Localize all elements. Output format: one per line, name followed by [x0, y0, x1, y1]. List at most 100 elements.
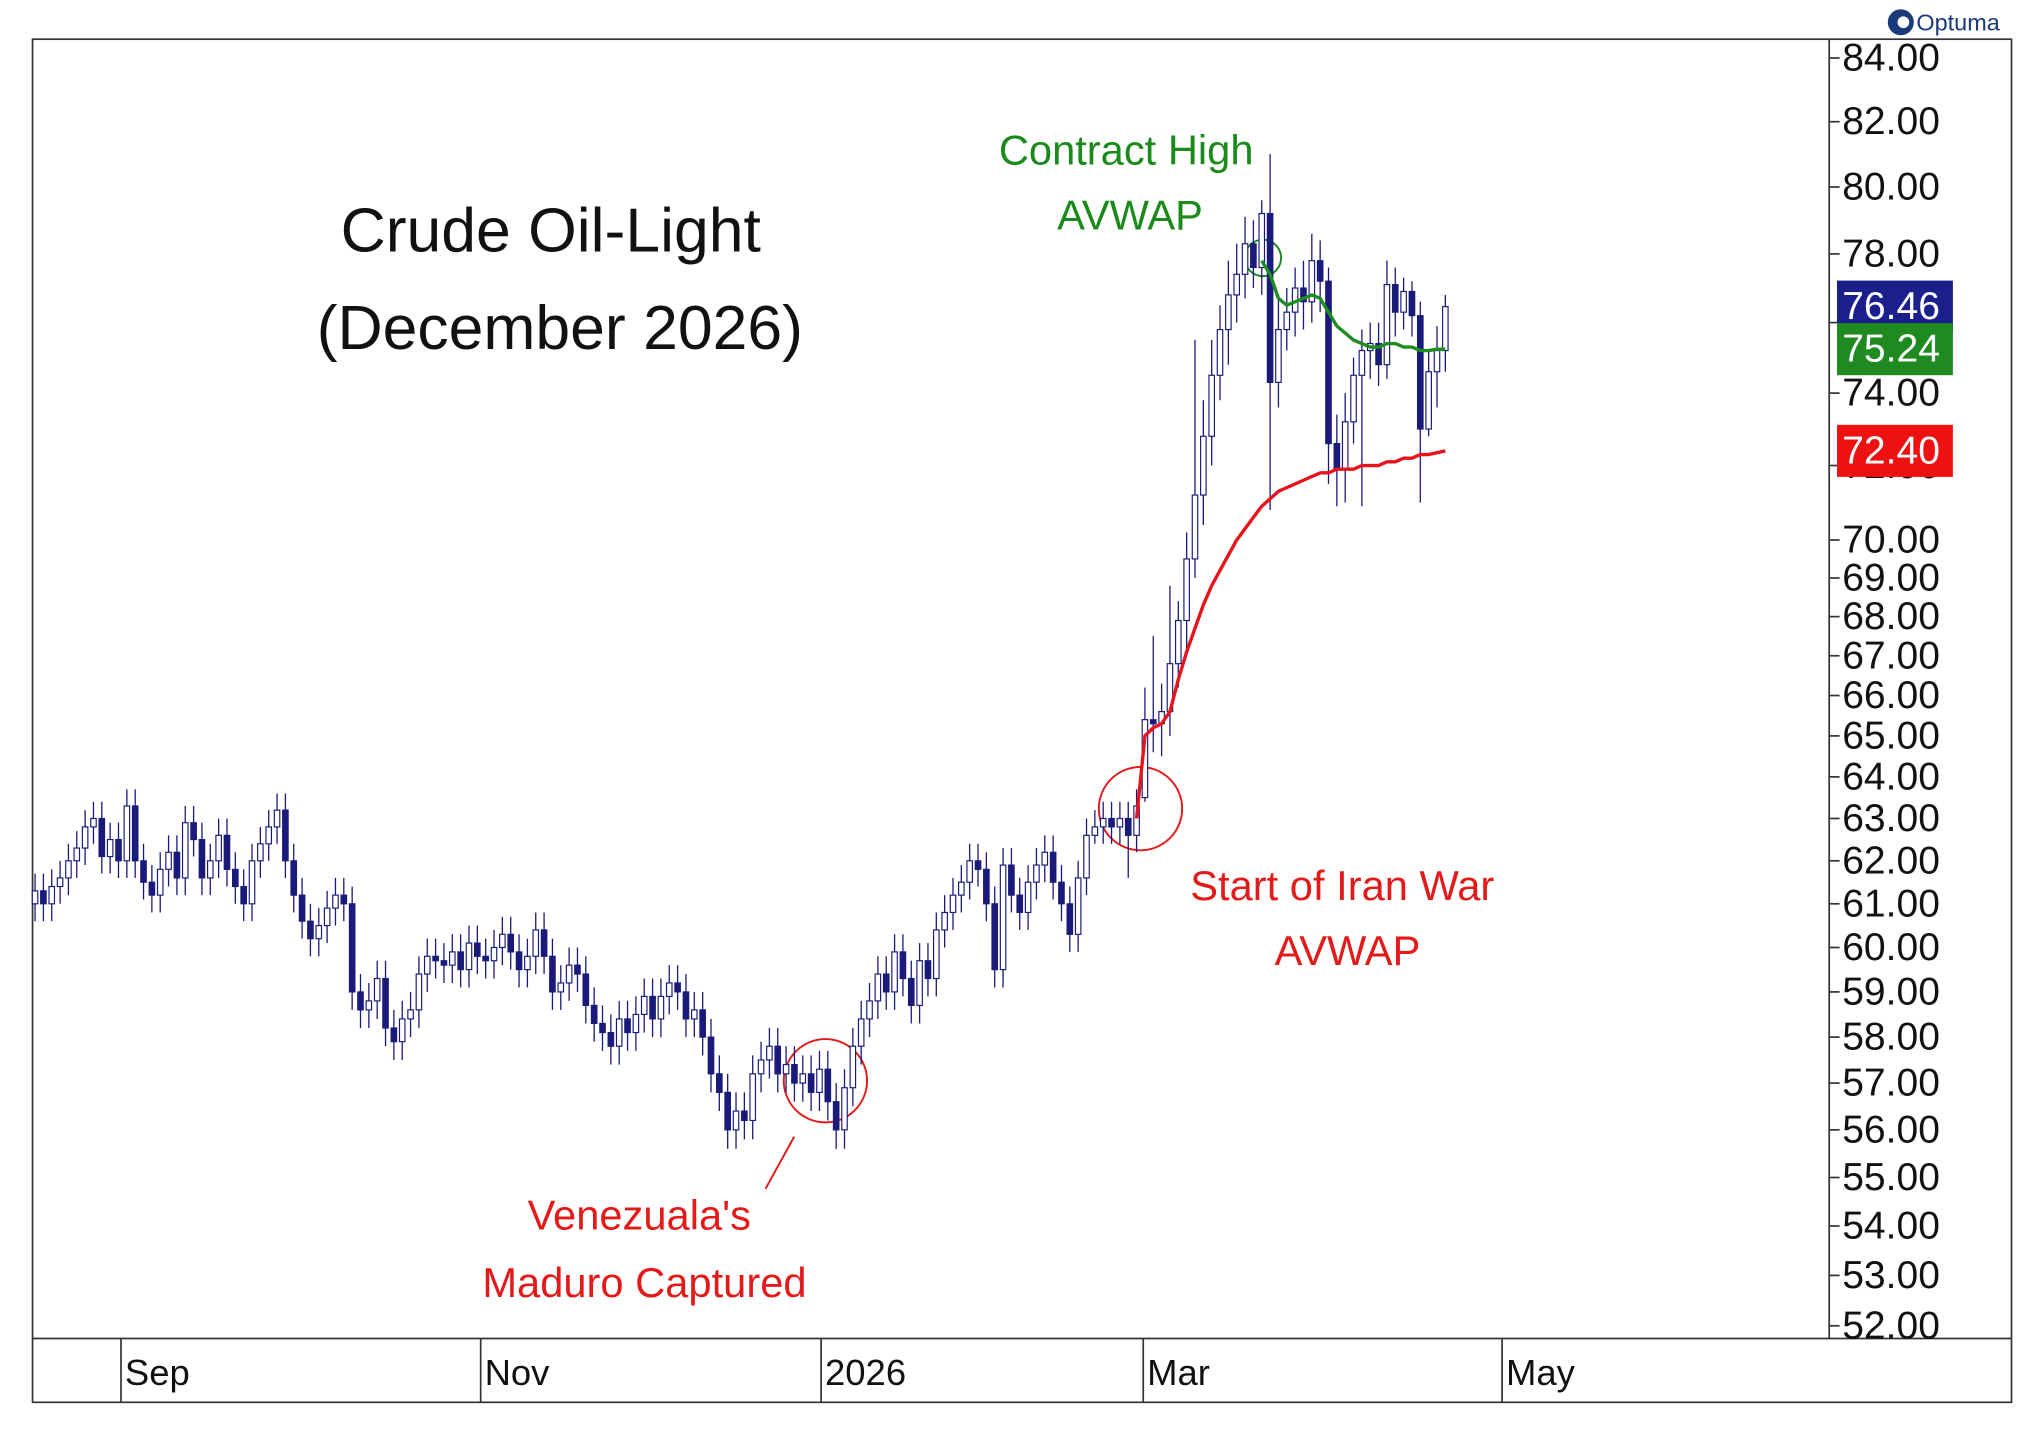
candle-body [1191, 494, 1199, 560]
candle-body [624, 1018, 631, 1034]
candle-body [98, 817, 106, 858]
candle-body [415, 973, 423, 1011]
candle-body [799, 1073, 807, 1084]
candle-body [991, 903, 999, 971]
x-tick-label: Mar [1147, 1352, 1210, 1393]
candle-body [398, 1018, 406, 1043]
annotation-text: AVWAP [1057, 191, 1203, 238]
annotation-text: AVWAP [1275, 927, 1421, 974]
chart-title: Crude Oil-Light [341, 196, 761, 266]
candle-body [457, 951, 464, 971]
candle-body [474, 942, 481, 957]
candle-body [90, 817, 97, 828]
candle-body [607, 1031, 615, 1047]
candle-body [632, 1013, 640, 1034]
candle-body [891, 951, 898, 993]
candle-body [373, 977, 381, 1002]
candle-body [983, 868, 990, 905]
annotation-maduro: Venezuala's Maduro Captured [482, 1038, 869, 1306]
candle-body [615, 1018, 623, 1047]
candle-body [465, 942, 473, 971]
y-tick-label: 66.00 [1842, 674, 1940, 717]
logo: Optuma [1887, 9, 2001, 36]
y-tick-label: 67.00 [1842, 634, 1940, 677]
candle-body [223, 834, 231, 870]
y-tick-label: 60.00 [1842, 926, 1940, 969]
candle-body [782, 1064, 790, 1075]
candle-body [958, 881, 965, 896]
candle-body [73, 847, 81, 862]
candle-body [332, 894, 339, 909]
candle-body [599, 1022, 606, 1034]
candle-body [699, 1009, 706, 1038]
candles [31, 154, 1449, 1149]
candle-body [941, 911, 948, 931]
candle-body [1316, 260, 1324, 282]
candle-body [1008, 864, 1015, 896]
candle-body [532, 929, 540, 957]
y-tick-label: 64.00 [1842, 755, 1940, 798]
candle-body [841, 1087, 848, 1131]
candle-body [1116, 817, 1124, 828]
candle-body [557, 982, 565, 993]
annotation-iran-war: Start of Iran War AVWAP [1097, 765, 1494, 974]
candle-body [40, 890, 47, 905]
candle-body [565, 964, 573, 984]
candle-body [1083, 834, 1090, 879]
candle-body [315, 924, 323, 940]
candle-body [240, 885, 247, 905]
candle-body [140, 860, 147, 883]
avwap-line [1260, 259, 1446, 353]
candle-body [807, 1073, 815, 1093]
y-tick-label: 65.00 [1842, 714, 1940, 757]
candle-body [1200, 435, 1207, 496]
candle-body [407, 1009, 414, 1020]
y-tick-label: 63.00 [1842, 797, 1940, 840]
candle-body [1350, 374, 1357, 423]
candle-body [640, 995, 648, 1016]
candle-body [507, 933, 515, 953]
candle-body [749, 1073, 757, 1122]
candle-body [690, 1009, 698, 1020]
candle-body [131, 805, 139, 862]
candle-body [1091, 826, 1099, 836]
candle-body [432, 955, 439, 962]
candle-body [916, 960, 923, 1006]
candle-body [81, 826, 89, 849]
candle-body [816, 1068, 823, 1093]
x-tick-label: Nov [485, 1352, 551, 1393]
candle-body [1333, 442, 1341, 470]
candle-body [257, 843, 264, 862]
candle-body [1408, 290, 1416, 317]
candle-body [190, 822, 197, 841]
candle-body [1049, 851, 1057, 883]
y-tick-label: 59.00 [1842, 970, 1940, 1013]
annotation-text: Maduro Captured [482, 1259, 806, 1306]
candle-body [1325, 280, 1332, 445]
candle-body [365, 1000, 373, 1011]
candle-body [1216, 328, 1224, 376]
candle-body [499, 933, 506, 949]
candle-body [490, 946, 498, 962]
candle-body [766, 1045, 773, 1061]
candle-body [323, 907, 331, 927]
y-tick-label: 55.00 [1842, 1156, 1940, 1199]
candle-body [1041, 851, 1049, 866]
candle-body [156, 868, 164, 896]
candle-body [56, 877, 64, 888]
y-tick-label: 82.00 [1842, 100, 1940, 143]
candle-body [549, 955, 556, 993]
candle-body [48, 885, 56, 905]
candle-body [123, 805, 131, 862]
price-tag-label: 72.40 [1842, 429, 1940, 472]
y-tick-label: 58.00 [1842, 1016, 1940, 1059]
candle-body [265, 826, 273, 845]
candle-body [1099, 817, 1107, 828]
candle-body [1308, 260, 1316, 303]
candle-body [298, 894, 306, 922]
candle-body [1183, 558, 1190, 622]
candle-body [524, 955, 531, 971]
x-tick-label: Sep [125, 1352, 190, 1393]
candle-body [907, 977, 915, 1006]
